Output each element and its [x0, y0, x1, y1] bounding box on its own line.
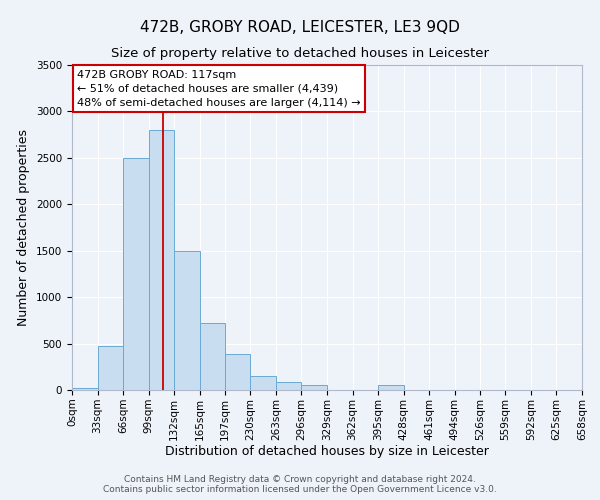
X-axis label: Distribution of detached houses by size in Leicester: Distribution of detached houses by size …: [165, 446, 489, 458]
Bar: [149, 130, 175, 390]
Y-axis label: Number of detached properties: Number of detached properties: [17, 129, 31, 326]
Bar: [98, 346, 123, 390]
Text: 472B GROBY ROAD: 117sqm
← 51% of detached houses are smaller (4,439)
48% of semi: 472B GROBY ROAD: 117sqm ← 51% of detache…: [77, 70, 361, 108]
Bar: [200, 323, 224, 390]
Bar: [72, 388, 98, 390]
Text: Contains HM Land Registry data © Crown copyright and database right 2024.: Contains HM Land Registry data © Crown c…: [124, 475, 476, 484]
Bar: [175, 250, 200, 390]
Bar: [250, 376, 276, 390]
Bar: [224, 354, 250, 390]
Bar: [301, 385, 327, 390]
Text: 472B, GROBY ROAD, LEICESTER, LE3 9QD: 472B, GROBY ROAD, LEICESTER, LE3 9QD: [140, 20, 460, 35]
Text: Contains public sector information licensed under the Open Government Licence v3: Contains public sector information licen…: [103, 485, 497, 494]
Bar: [123, 158, 149, 390]
Text: Size of property relative to detached houses in Leicester: Size of property relative to detached ho…: [111, 48, 489, 60]
Bar: [378, 385, 404, 390]
Bar: [276, 382, 301, 390]
